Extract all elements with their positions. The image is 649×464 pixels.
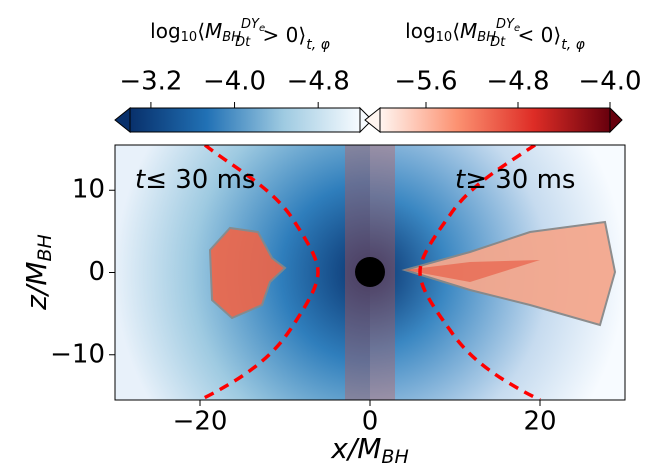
y-tick-label: −10 [50,339,105,369]
annotation: t≤ 30 ms [135,165,255,195]
colorbar-label: log10⟨MBHDYe Dt > 0⟩t, φ [150,17,330,54]
colorbar-scale [379,107,611,133]
x-tick-label: 20 [523,407,556,437]
colorbar-extend [609,106,623,134]
y-tick-label: 0 [88,257,105,287]
colorbar-extend [364,106,381,134]
y-tick-label: 10 [72,175,105,205]
annotation: t≥ 30 ms [455,165,575,195]
colorbar-tick-label: −4.0 [203,67,266,97]
x-axis-label: x/MBH [330,432,409,464]
colorbar-extend [114,106,131,134]
x-tick-label: 0 [362,407,379,437]
colorbar: −3.2 −4.0 −4.8 log10⟨MBHDYe Dt > 0⟩t, φ [114,17,373,134]
colorbar-tick-label: −5.6 [394,67,457,97]
x-tick-label: −20 [173,407,228,437]
colorbar-label: log10⟨MBHDYe Dt < 0⟩t, φ [405,17,585,54]
colorbar: −5.6 −4.8 −4.0 log10⟨MBHDYe Dt < 0⟩t, φ [364,17,642,134]
y-axis-label: z/MBH [20,234,56,311]
colorbar-tick-label: −4.0 [578,67,641,97]
field-image [115,145,625,400]
colorbar-tick-label: −3.2 [119,67,182,97]
colorbar-tick-label: −4.8 [287,67,350,97]
colorbar-tick-label: −4.8 [486,67,549,97]
colorbar-scale [129,107,361,133]
